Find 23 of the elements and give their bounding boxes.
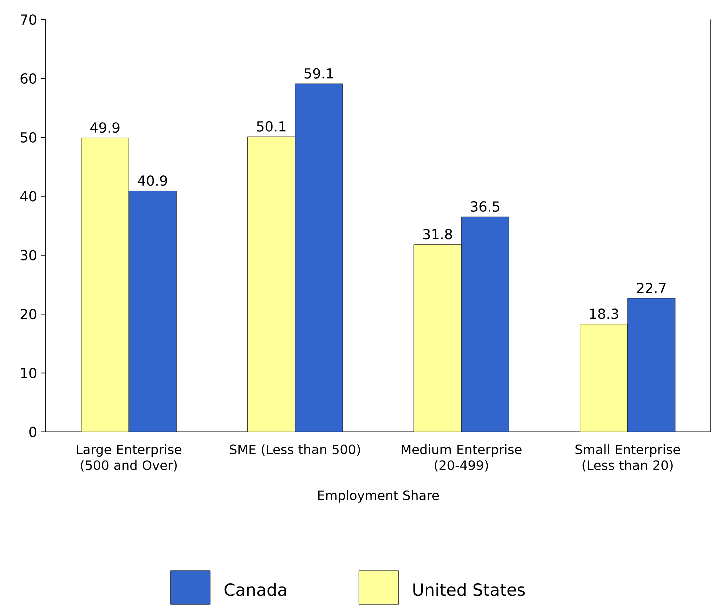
x-tick-label: Large Enterprise (500 and Over) xyxy=(77,444,182,472)
y-tick-label: 10 xyxy=(21,368,37,379)
data-label: 31.8 xyxy=(423,229,452,240)
y-tick-label: 50 xyxy=(20,132,37,144)
x-tick-label: Small Enterprise (Less than 20) xyxy=(576,444,680,472)
y-tick-label: 60 xyxy=(20,74,37,84)
y-tick-label: 20 xyxy=(20,309,37,320)
x-tick-label: SME (Less than 500) xyxy=(230,444,360,456)
y-tick-label: 40 xyxy=(20,191,37,202)
x-axis-title: Employment Share xyxy=(318,490,440,504)
data-label: 59.1 xyxy=(304,68,334,80)
x-tick-label: Medium Enterprise (20-499) xyxy=(402,444,522,472)
y-tick-label: 70 xyxy=(21,14,37,26)
data-label: 50.1 xyxy=(257,122,286,132)
legend-label: United States xyxy=(414,583,526,596)
legend-label: Canada xyxy=(224,583,286,596)
y-tick-label: 30 xyxy=(20,250,37,261)
y-tick-label: 0 xyxy=(30,427,37,438)
data-label: 18.3 xyxy=(590,308,618,320)
data-label: 49.9 xyxy=(90,122,120,134)
data-label: 22.7 xyxy=(637,283,666,294)
data-label: 40.9 xyxy=(138,176,168,186)
data-label: 36.5 xyxy=(471,202,500,212)
